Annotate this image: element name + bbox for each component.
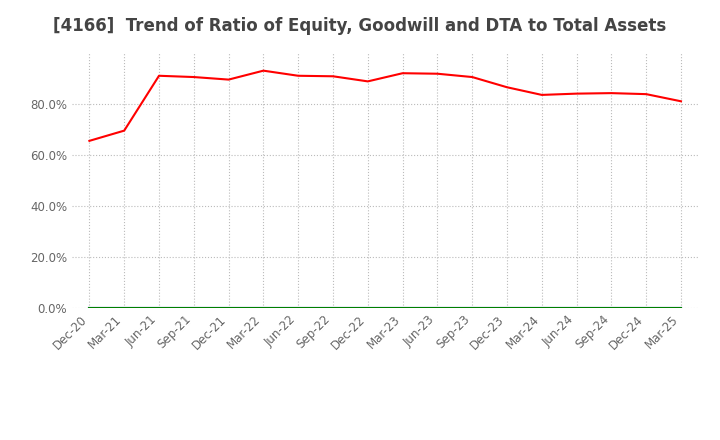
Goodwill bbox=[328, 305, 337, 311]
Equity bbox=[225, 77, 233, 82]
Equity bbox=[677, 99, 685, 104]
Goodwill bbox=[642, 305, 651, 311]
Goodwill bbox=[120, 305, 129, 311]
Equity bbox=[120, 128, 129, 133]
Goodwill bbox=[503, 305, 511, 311]
Goodwill bbox=[677, 305, 685, 311]
Deferred Tax Assets bbox=[398, 305, 407, 311]
Deferred Tax Assets bbox=[189, 305, 198, 311]
Deferred Tax Assets bbox=[607, 305, 616, 311]
Deferred Tax Assets bbox=[225, 305, 233, 311]
Equity bbox=[642, 92, 651, 97]
Deferred Tax Assets bbox=[85, 305, 94, 311]
Goodwill bbox=[364, 305, 372, 311]
Equity bbox=[433, 71, 442, 77]
Goodwill bbox=[85, 305, 94, 311]
Equity bbox=[537, 92, 546, 98]
Deferred Tax Assets bbox=[433, 305, 442, 311]
Equity bbox=[607, 91, 616, 96]
Goodwill bbox=[189, 305, 198, 311]
Equity bbox=[328, 73, 337, 79]
Equity bbox=[189, 74, 198, 80]
Deferred Tax Assets bbox=[120, 305, 129, 311]
Deferred Tax Assets bbox=[677, 305, 685, 311]
Equity bbox=[259, 68, 268, 73]
Text: [4166]  Trend of Ratio of Equity, Goodwill and DTA to Total Assets: [4166] Trend of Ratio of Equity, Goodwil… bbox=[53, 18, 667, 35]
Goodwill bbox=[259, 305, 268, 311]
Equity bbox=[503, 84, 511, 90]
Deferred Tax Assets bbox=[642, 305, 651, 311]
Deferred Tax Assets bbox=[259, 305, 268, 311]
Equity bbox=[572, 91, 581, 96]
Line: Equity: Equity bbox=[89, 71, 681, 141]
Deferred Tax Assets bbox=[503, 305, 511, 311]
Equity bbox=[468, 74, 477, 80]
Goodwill bbox=[468, 305, 477, 311]
Equity bbox=[294, 73, 302, 78]
Goodwill bbox=[398, 305, 407, 311]
Equity bbox=[364, 79, 372, 84]
Equity bbox=[85, 138, 94, 143]
Goodwill bbox=[225, 305, 233, 311]
Goodwill bbox=[607, 305, 616, 311]
Deferred Tax Assets bbox=[468, 305, 477, 311]
Goodwill bbox=[433, 305, 442, 311]
Goodwill bbox=[155, 305, 163, 311]
Equity bbox=[398, 70, 407, 76]
Deferred Tax Assets bbox=[572, 305, 581, 311]
Deferred Tax Assets bbox=[328, 305, 337, 311]
Goodwill bbox=[572, 305, 581, 311]
Equity bbox=[155, 73, 163, 78]
Deferred Tax Assets bbox=[294, 305, 302, 311]
Goodwill bbox=[537, 305, 546, 311]
Goodwill bbox=[294, 305, 302, 311]
Deferred Tax Assets bbox=[537, 305, 546, 311]
Deferred Tax Assets bbox=[155, 305, 163, 311]
Deferred Tax Assets bbox=[364, 305, 372, 311]
